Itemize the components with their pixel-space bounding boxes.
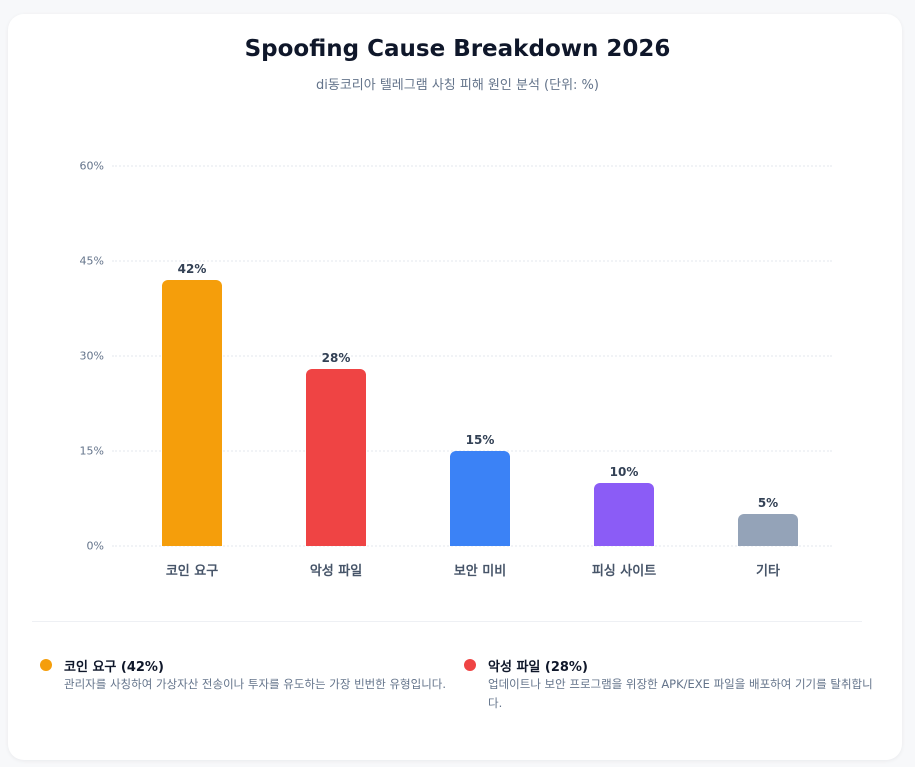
bar-value-label: 5% (757, 496, 779, 511)
gridline (112, 260, 832, 262)
legend-title: 코인 요구 (42%) (64, 660, 164, 675)
legend-description: 업데이트나 보안 프로그램을 위장한 APK/EXE 파일을 배포하여 기기를 … (488, 677, 873, 710)
y-tick: 0% (86, 539, 104, 553)
bar-value-label: 10% (609, 464, 639, 479)
y-tick: 45% (79, 254, 104, 268)
bar-value-label: 42% (177, 262, 207, 276)
chart-title: Spoofing Cause Breakdown 2026 (244, 36, 671, 62)
chart-card (8, 14, 902, 760)
bar (738, 514, 798, 546)
divider (32, 621, 862, 622)
bar (594, 482, 654, 546)
gridline (112, 545, 832, 547)
y-tick: 15% (79, 444, 104, 458)
legend-description: 관리자를 사칭하여 가상자산 전송이나 투자를 유도하는 가장 빈번한 유형입니… (64, 677, 447, 691)
x-axis-label: 기타 (756, 564, 780, 579)
bar-value-label: 28% (321, 350, 351, 365)
y-tick: 60% (79, 159, 104, 173)
x-axis-label: 코인 요구 (165, 564, 219, 579)
gridline (112, 165, 832, 167)
legend-dot-icon (40, 659, 52, 671)
chart-subtitle: di동코리아 텔레그램 사칭 피해 원인 분석 (단위: %) (316, 78, 599, 93)
y-tick: 30% (79, 349, 104, 363)
gridline (112, 355, 832, 357)
legend-title: 악성 파일 (28%) (488, 660, 588, 675)
legend-dot-icon (464, 659, 476, 671)
bar (450, 451, 510, 546)
x-axis-label: 보안 미비 (453, 564, 507, 579)
x-axis-label: 악성 파일 (309, 564, 363, 579)
bar (306, 368, 366, 546)
bar (162, 280, 222, 546)
bar-value-label: 15% (465, 433, 495, 447)
x-axis-label: 피싱 사이트 (591, 564, 657, 579)
